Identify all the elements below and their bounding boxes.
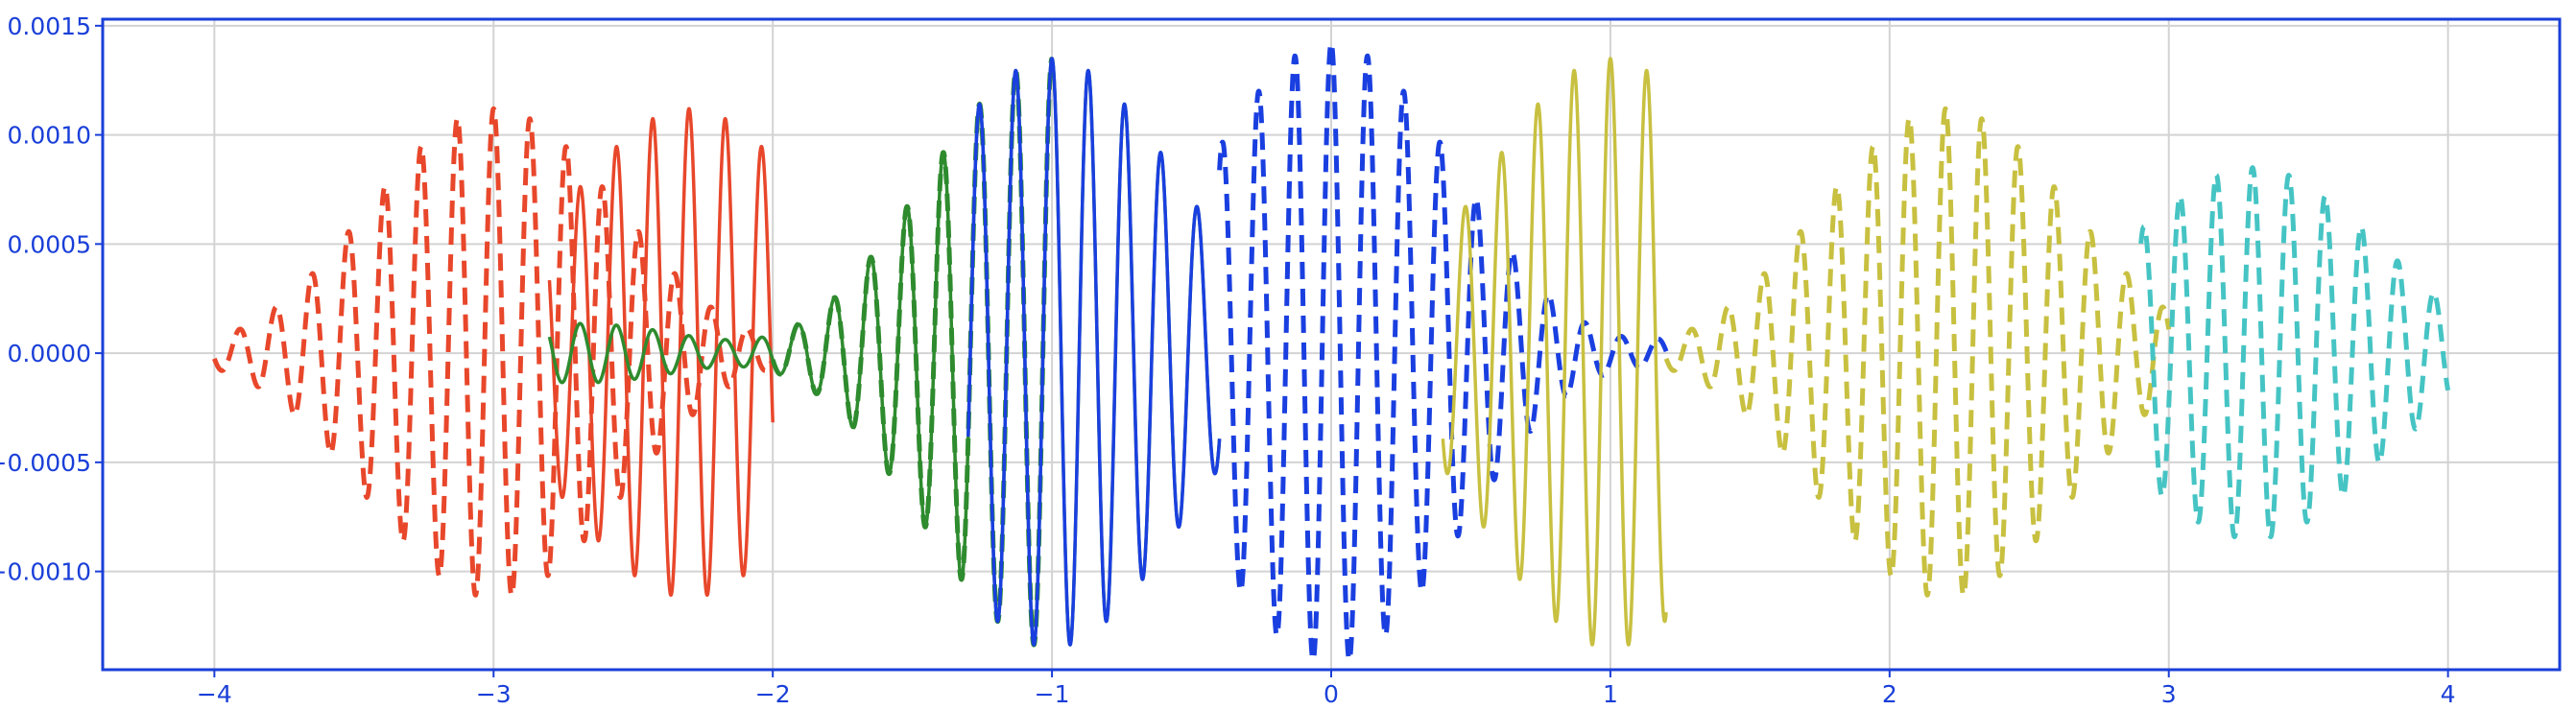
x-tick-label: −2	[755, 680, 791, 708]
axis-ticks: −4 −3 −2 −1 0 1 2 3 4 0.0015 0.0010 0.0005 0.0000 −0.…	[0, 12, 2456, 708]
y-tick-label: 0.0005	[8, 230, 91, 258]
series-line-1	[547, 106, 775, 598]
y-tick-label: 0.0000	[8, 340, 91, 367]
y-tick-label: 0.0010	[8, 122, 91, 150]
x-tick-label: −4	[197, 680, 232, 708]
y-tick-label: −0.0005	[0, 449, 91, 477]
series-line-5	[966, 57, 1222, 647]
x-tick-label: 0	[1324, 680, 1339, 708]
x-tick-label: 3	[2161, 680, 2177, 708]
series-line-7	[1441, 57, 1668, 647]
x-tick-label: 2	[1882, 680, 1897, 708]
series-layer	[212, 40, 2451, 663]
x-tick-label: 1	[1603, 680, 1618, 708]
series-line-8	[2138, 165, 2451, 539]
series-line-6	[1663, 106, 2172, 598]
series-line-4	[1217, 40, 1669, 663]
x-tick-label: −1	[1035, 680, 1070, 708]
y-tick-label: 0.0015	[8, 12, 91, 40]
grid	[103, 19, 2560, 670]
x-tick-label: −3	[476, 680, 512, 708]
y-tick-label: −0.0010	[0, 558, 91, 586]
x-tick-label: 4	[2441, 680, 2456, 708]
